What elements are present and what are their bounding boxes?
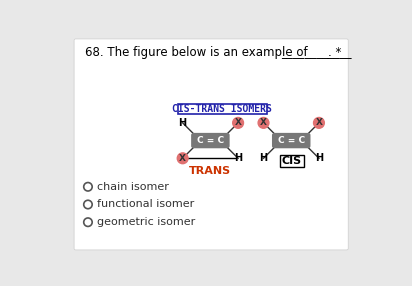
- Text: CIS: CIS: [282, 156, 302, 166]
- Bar: [281, 155, 304, 167]
- Text: X: X: [179, 154, 186, 163]
- Text: H: H: [178, 118, 187, 128]
- Text: H: H: [260, 153, 267, 163]
- FancyBboxPatch shape: [272, 133, 311, 148]
- Text: CIS-TRANS ISOMERS: CIS-TRANS ISOMERS: [172, 104, 272, 114]
- Text: X: X: [234, 118, 241, 127]
- Text: X: X: [260, 118, 267, 127]
- Text: . *: . *: [328, 46, 342, 59]
- Text: C = C: C = C: [278, 136, 305, 145]
- Circle shape: [314, 118, 324, 128]
- Text: H: H: [315, 153, 323, 163]
- Text: functional isomer: functional isomer: [97, 200, 194, 209]
- Text: 68. The figure below is an example of: 68. The figure below is an example of: [85, 46, 307, 59]
- Text: geometric isomer: geometric isomer: [97, 217, 195, 227]
- Text: TRANS: TRANS: [190, 166, 232, 176]
- Text: chain isomer: chain isomer: [97, 182, 169, 192]
- Text: C = C: C = C: [197, 136, 224, 145]
- FancyBboxPatch shape: [191, 133, 229, 148]
- Text: ____________: ____________: [281, 46, 352, 59]
- Text: X: X: [316, 118, 323, 127]
- Circle shape: [177, 153, 188, 164]
- Bar: [178, 104, 267, 114]
- Text: H: H: [234, 153, 242, 163]
- FancyBboxPatch shape: [74, 39, 348, 250]
- Circle shape: [233, 118, 243, 128]
- Circle shape: [258, 118, 269, 128]
